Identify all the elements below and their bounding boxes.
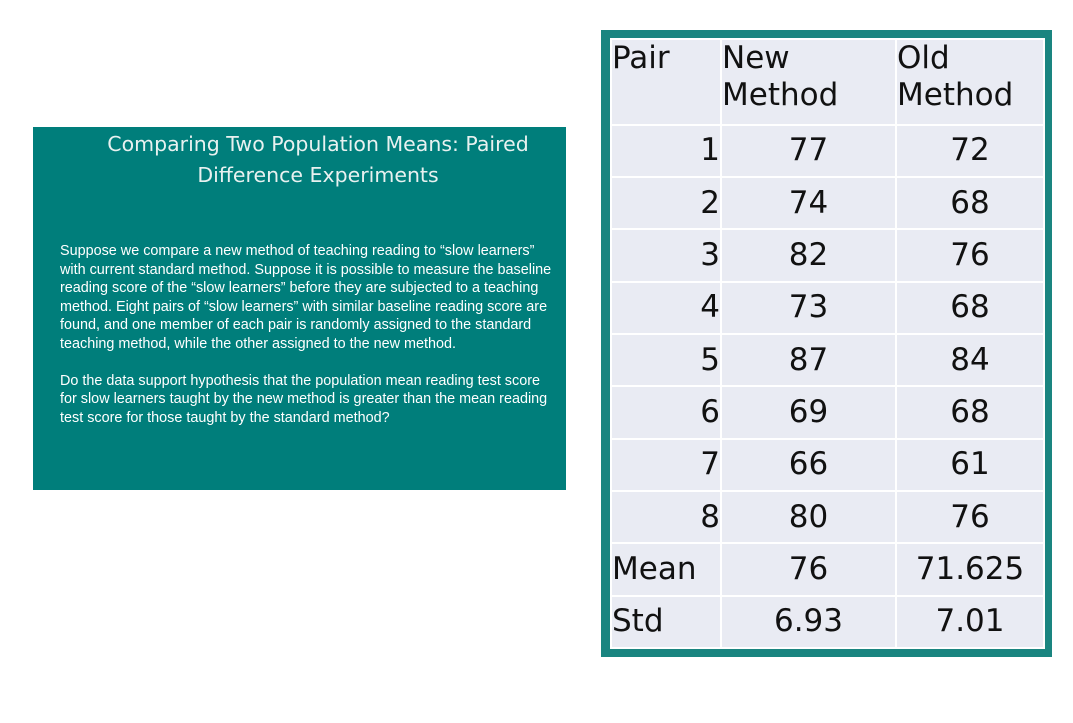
- pair-cell: 6: [610, 385, 722, 440]
- paired-scores-table: Pair New Method Old Method 1 77 72 2 74 68…: [610, 38, 1045, 650]
- pair-cell: 2: [610, 175, 722, 231]
- pair-cell: 8: [610, 489, 722, 545]
- old-method-cell: 84: [895, 332, 1045, 388]
- slide-body: Suppose we compare a new method of teach…: [60, 242, 558, 445]
- table-row: 4 73 68: [610, 280, 1045, 335]
- pair-cell: 3: [610, 228, 722, 283]
- table-row: 1 77 72: [610, 123, 1045, 178]
- table-row: 5 87 84: [610, 332, 1045, 388]
- slide-title: Comparing Two Population Means: Paired D…: [107, 132, 529, 187]
- problem-description: Suppose we compare a new method of teach…: [60, 243, 552, 352]
- mean-label: Mean: [610, 542, 722, 597]
- std-row: Std 6.93 7.01: [610, 594, 1045, 650]
- std-new-method: 6.93: [720, 594, 897, 650]
- new-method-cell: 66: [720, 437, 897, 492]
- old-method-cell: 68: [895, 385, 1045, 440]
- table-row: 7 66 61: [610, 437, 1045, 492]
- table-header-row: Pair New Method Old Method: [610, 38, 1045, 126]
- new-method-cell: 77: [720, 123, 897, 178]
- new-method-cell: 73: [720, 280, 897, 335]
- old-method-cell: 68: [895, 175, 1045, 231]
- mean-row: Mean 76 71.625: [610, 542, 1045, 597]
- table-row: 3 82 76: [610, 228, 1045, 283]
- std-old-method: 7.01: [895, 594, 1045, 650]
- hypothesis-question: Do the data support hypothesis that the …: [60, 372, 548, 426]
- new-method-cell: 74: [720, 175, 897, 231]
- mean-new-method: 76: [720, 542, 897, 597]
- old-method-cell: 76: [895, 228, 1045, 283]
- new-method-cell: 69: [720, 385, 897, 440]
- header-pair: Pair: [610, 38, 722, 126]
- new-method-cell: 87: [720, 332, 897, 388]
- std-label: Std: [610, 594, 722, 650]
- old-method-cell: 76: [895, 489, 1045, 545]
- new-method-cell: 82: [720, 228, 897, 283]
- data-table-frame: Pair New Method Old Method 1 77 72 2 74 68…: [601, 30, 1052, 657]
- mean-old-method: 71.625: [895, 542, 1045, 597]
- header-new-method: New Method: [720, 38, 897, 126]
- old-method-cell: 61: [895, 437, 1045, 492]
- table-row: 6 69 68: [610, 385, 1045, 440]
- pair-cell: 7: [610, 437, 722, 492]
- pair-cell: 1: [610, 123, 722, 178]
- pair-cell: 5: [610, 332, 722, 388]
- slide-panel: Comparing Two Population Means: Paired D…: [33, 127, 566, 490]
- table-row: 8 80 76: [610, 489, 1045, 545]
- new-method-cell: 80: [720, 489, 897, 545]
- old-method-cell: 72: [895, 123, 1045, 178]
- pair-cell: 4: [610, 280, 722, 335]
- old-method-cell: 68: [895, 280, 1045, 335]
- table-row: 2 74 68: [610, 175, 1045, 231]
- header-old-method: Old Method: [895, 38, 1045, 126]
